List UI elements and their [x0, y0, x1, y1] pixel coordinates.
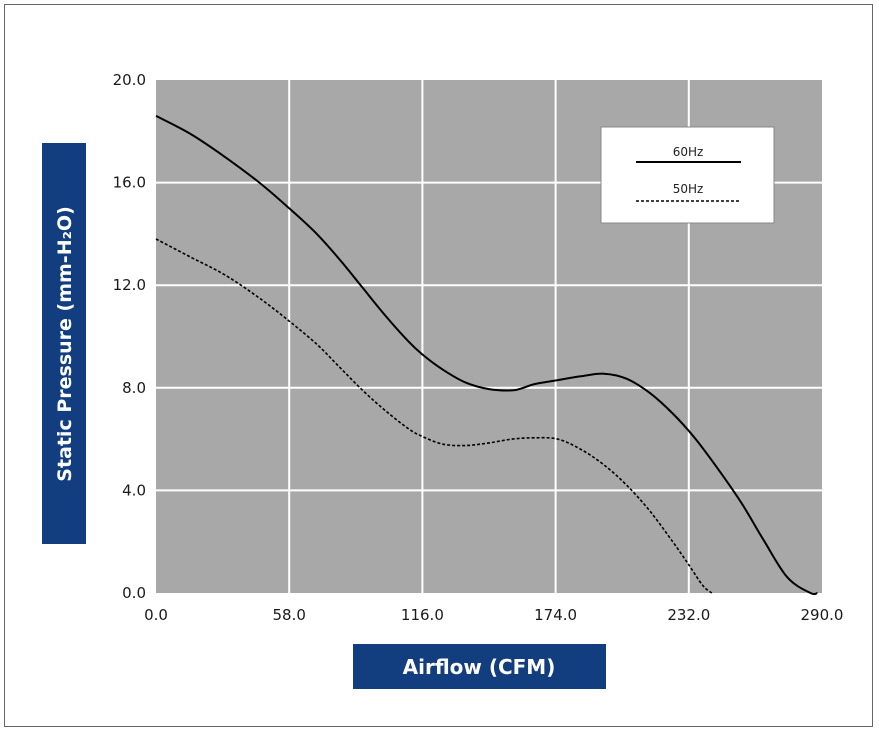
y-tick-label: 20.0 — [113, 71, 146, 89]
legend-label-60hz: 60Hz — [673, 145, 704, 159]
x-tick-label: 232.0 — [667, 606, 710, 624]
x-tick-labels: 0.0 58.0 116.0 174.0 232.0 290.0 — [144, 606, 843, 624]
x-tick-label: 174.0 — [534, 606, 577, 624]
x-tick-label: 290.0 — [801, 606, 844, 624]
grid-lines — [156, 80, 822, 593]
x-tick-label: 58.0 — [272, 606, 305, 624]
legend-box — [600, 126, 775, 224]
y-axis-title-box — [42, 143, 86, 544]
legend: 60Hz 50Hz — [600, 126, 775, 224]
y-tick-label: 0.0 — [122, 584, 146, 602]
x-axis-title-box — [353, 644, 606, 689]
y-tick-label: 16.0 — [113, 174, 146, 192]
x-tick-label: 116.0 — [401, 606, 444, 624]
series-layer — [155, 115, 818, 596]
series-line-50hz — [155, 238, 713, 594]
x-tick-label: 0.0 — [144, 606, 168, 624]
series-line-60hz — [155, 115, 818, 596]
y-tick-label: 12.0 — [113, 276, 146, 294]
legend-label-50hz: 50Hz — [673, 182, 704, 196]
y-axis-label: Static Pressure (mm-H₂O) — [54, 206, 76, 481]
x-axis-label: Airflow (CFM) — [403, 655, 556, 679]
y-tick-label: 8.0 — [122, 379, 146, 397]
x-axis-title: Airflow (CFM) — [353, 644, 606, 689]
y-tick-label: 4.0 — [122, 481, 146, 499]
y-axis-title: Static Pressure (mm-H₂O) — [42, 143, 86, 544]
y-tick-labels: 0.0 4.0 8.0 12.0 16.0 20.0 — [113, 71, 146, 602]
